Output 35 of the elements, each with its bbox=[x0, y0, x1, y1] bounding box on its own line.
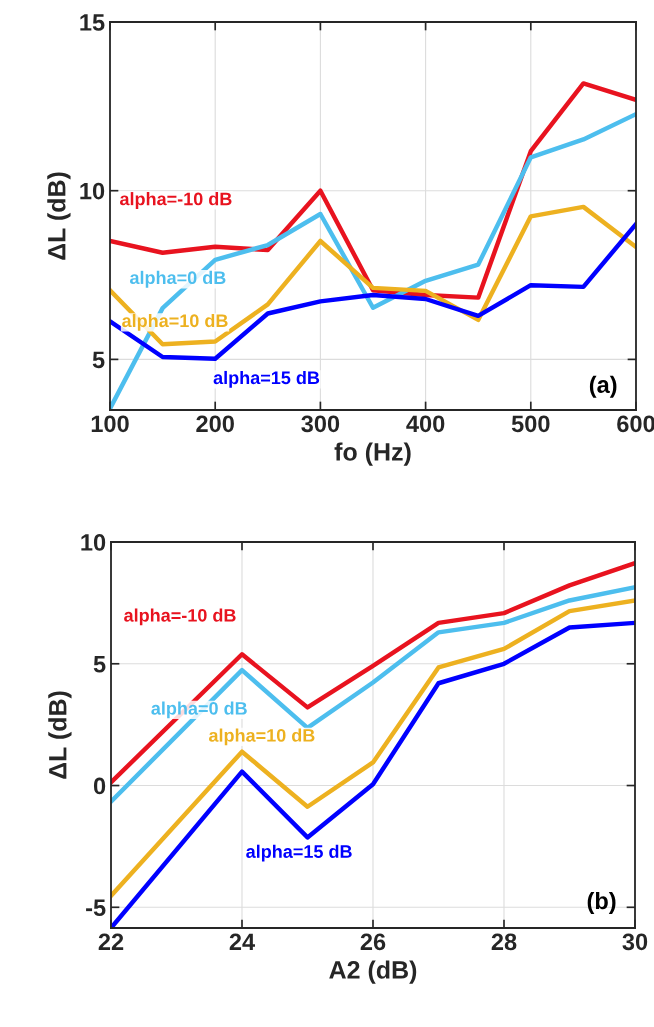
y-axis-title: ΔL (dB) bbox=[48, 691, 72, 779]
series-label: alpha=10 dB bbox=[122, 313, 228, 331]
x-tick-label: 30 bbox=[622, 933, 648, 951]
y-tick-label: 5 bbox=[93, 656, 106, 673]
annotation: (b) bbox=[587, 891, 616, 914]
x-tick-label: 400 bbox=[406, 415, 445, 433]
y-tick-label: 5 bbox=[92, 351, 105, 369]
y-tick-label: 10 bbox=[81, 534, 106, 551]
series-label: alpha=15 dB bbox=[246, 844, 352, 862]
series-label: alpha=-10 dB bbox=[124, 608, 236, 626]
y-tick-label: 15 bbox=[80, 14, 105, 31]
line-series bbox=[111, 560, 635, 785]
y-tick-label: 10 bbox=[80, 182, 105, 200]
x-tick-label: 28 bbox=[491, 933, 517, 951]
x-tick-label: 22 bbox=[98, 933, 124, 950]
series-label: alpha=10 dB bbox=[208, 728, 315, 746]
series-label: alpha=15 dB bbox=[213, 370, 320, 388]
x-tick-label: 200 bbox=[196, 415, 234, 433]
x-tick-label: 26 bbox=[360, 933, 386, 951]
x-tick-label: 300 bbox=[301, 415, 340, 433]
x-tick-label: 100 bbox=[91, 415, 129, 433]
series-label: alpha=0 dB bbox=[129, 270, 226, 288]
series-label: alpha=0 dB bbox=[151, 701, 247, 719]
series-label: alpha=-10 dB bbox=[120, 192, 232, 209]
x-tick-label: 500 bbox=[511, 415, 550, 433]
x-axis-title: A2 (dB) bbox=[329, 960, 417, 984]
x-tick-label: 24 bbox=[229, 933, 256, 950]
line-series bbox=[111, 585, 635, 804]
x-tick-label: 600 bbox=[617, 415, 654, 433]
y-tick-label: 0 bbox=[93, 777, 106, 795]
y-axis-title: ΔL (dB) bbox=[47, 172, 71, 260]
line-series bbox=[110, 221, 636, 361]
annotation: (a) bbox=[589, 375, 617, 398]
y-tick-label: -5 bbox=[86, 899, 106, 917]
x-axis-title: fo (Hz) bbox=[334, 442, 411, 466]
